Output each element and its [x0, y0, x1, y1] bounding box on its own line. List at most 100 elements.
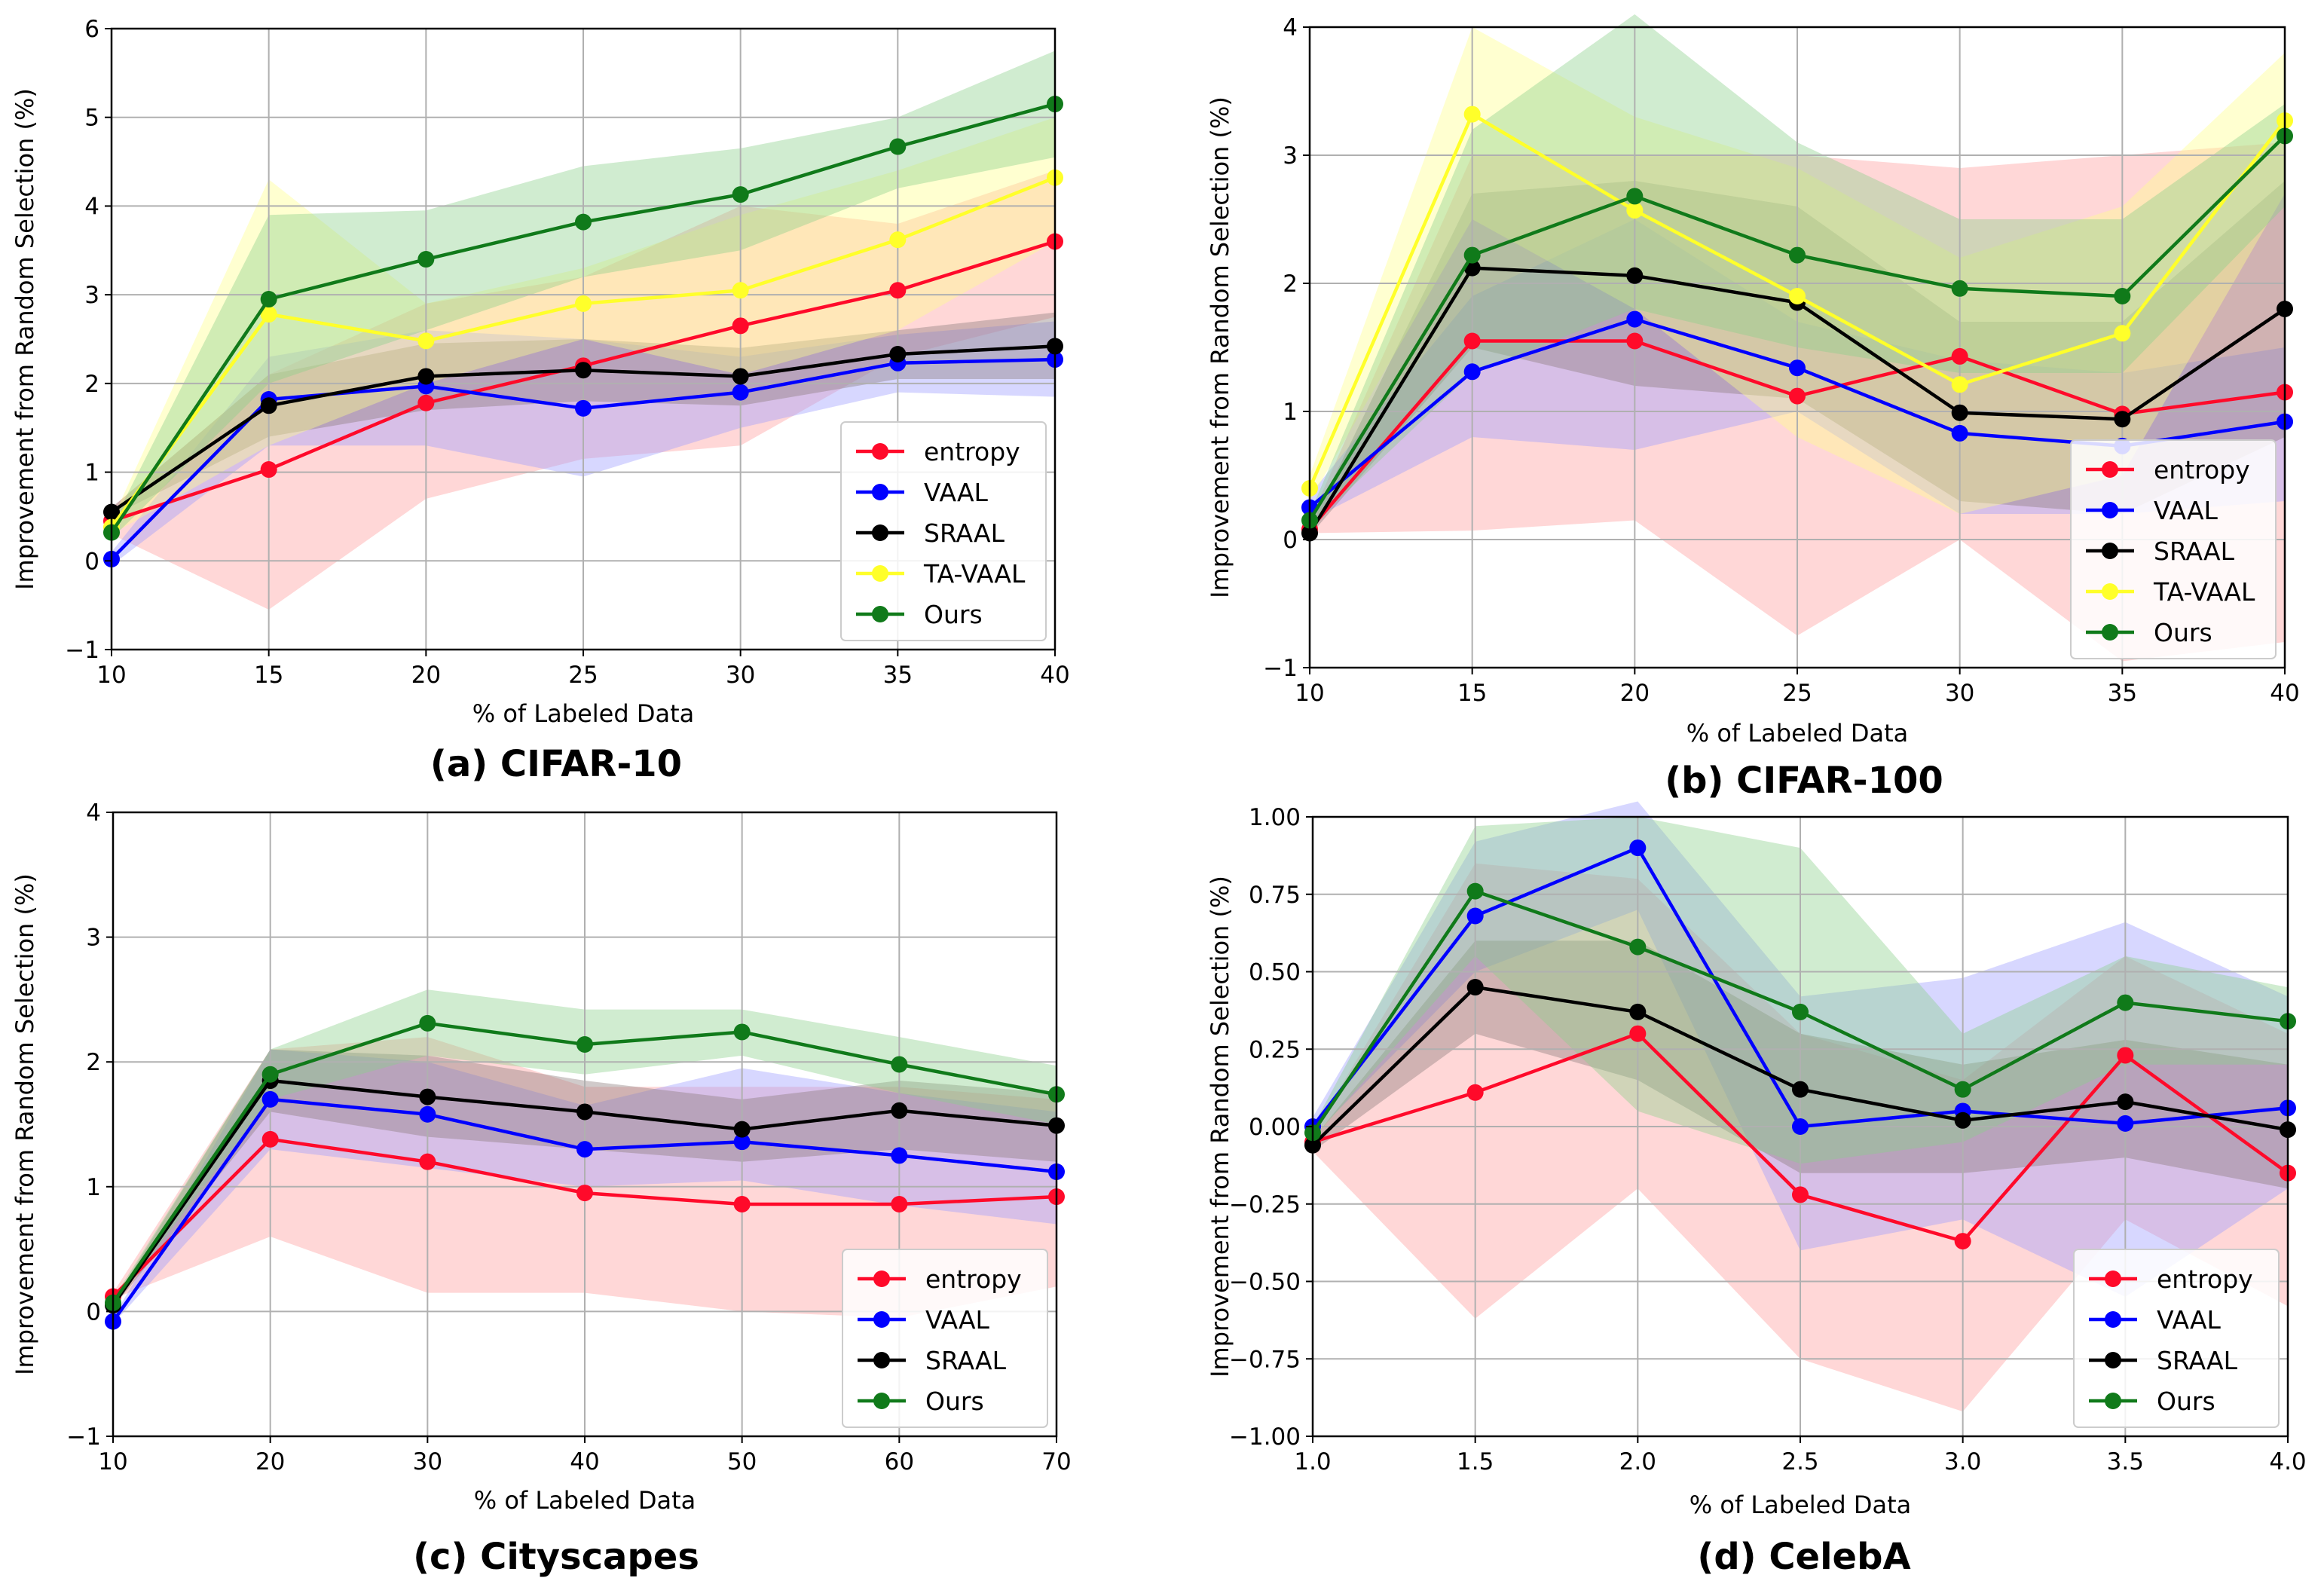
- data-point-entropy: [576, 1185, 593, 1202]
- legend-label-sraal: SRAAL: [2157, 1346, 2238, 1375]
- legend-label-ours: Ours: [2154, 618, 2212, 647]
- data-point-entropy: [1954, 1233, 1971, 1250]
- panel-caption: (b) CIFAR-100: [1665, 760, 1943, 802]
- x-tick-label: 30: [726, 662, 755, 689]
- data-point-ta-vaal: [260, 306, 277, 323]
- legend-marker: [2102, 461, 2118, 478]
- x-tick-label: 40: [1040, 662, 1069, 689]
- confidence-band-ours: [113, 989, 1057, 1306]
- data-point-ours: [889, 138, 907, 155]
- data-point-ours: [1954, 1081, 1971, 1098]
- data-point-sraal: [260, 397, 277, 414]
- y-tick-label: 2: [84, 371, 99, 398]
- data-point-sraal: [575, 362, 592, 379]
- legend-box: [2070, 439, 2277, 659]
- x-tick-label: 1.5: [1457, 1448, 1494, 1475]
- legend-label-vaal: VAAL: [2157, 1305, 2222, 1335]
- legend-marker: [2102, 543, 2118, 559]
- data-point-vaal: [261, 1090, 279, 1108]
- y-tick-label: −0.75: [1229, 1346, 1301, 1373]
- data-point-sraal: [417, 368, 435, 385]
- x-axis-title: % of Labeled Data: [474, 1486, 696, 1515]
- data-point-entropy: [733, 1195, 751, 1212]
- legend-label-entropy: entropy: [2154, 455, 2250, 485]
- y-tick-label: 0: [1283, 527, 1298, 554]
- y-tick-label: −1: [65, 637, 99, 664]
- x-tick-label: 15: [254, 662, 283, 689]
- y-tick-label: 0.00: [1249, 1114, 1301, 1141]
- y-tick-label: 2: [1283, 271, 1298, 298]
- data-point-entropy: [1951, 347, 1968, 365]
- legend-box: [842, 1249, 1048, 1428]
- y-tick-label: 3: [1283, 142, 1298, 170]
- y-tick-label: −1: [66, 1423, 101, 1451]
- legend: entropy VAAL SRAAL Ours: [2073, 1249, 2280, 1428]
- data-point-entropy: [1466, 1084, 1484, 1101]
- x-axis-title: % of Labeled Data: [1689, 1491, 1912, 1519]
- y-tick-label: 6: [84, 16, 99, 43]
- legend-label-sraal: SRAAL: [2154, 537, 2235, 566]
- data-point-sraal: [1954, 1112, 1971, 1129]
- legend-label-entropy: entropy: [924, 437, 1020, 466]
- data-point-ours: [733, 1023, 751, 1041]
- legend-marker: [2105, 1393, 2121, 1409]
- legend-marker: [872, 565, 888, 582]
- y-tick-label: 3: [86, 925, 101, 952]
- data-point-ta-vaal: [1789, 288, 1806, 304]
- data-point-entropy: [891, 1195, 908, 1212]
- data-point-entropy: [1463, 332, 1481, 350]
- data-point-vaal: [1951, 424, 1968, 442]
- legend-label-ours: Ours: [2157, 1387, 2215, 1416]
- y-tick-label: −0.25: [1229, 1191, 1301, 1219]
- data-point-entropy: [1789, 387, 1806, 405]
- legend-marker: [873, 1352, 890, 1368]
- y-tick-label: −1: [1263, 655, 1298, 682]
- y-axis-title: Improvement from Random Selection (%): [1206, 96, 1234, 598]
- x-tick-label: 35: [883, 662, 913, 689]
- legend: entropy VAAL SRAAL Ours: [842, 1249, 1048, 1428]
- data-point-vaal: [1629, 839, 1647, 857]
- data-point-ours: [891, 1056, 908, 1073]
- data-point-ours: [1789, 246, 1806, 264]
- chart-panel-2: 10 15 20 25 30 35 40 −1 0 1 2 3 4 % of Labeled Data Im…: [1206, 14, 2300, 802]
- y-tick-label: 0.75: [1249, 882, 1301, 909]
- data-point-ta-vaal: [575, 295, 592, 312]
- x-tick-label: 15: [1457, 680, 1487, 707]
- x-tick-label: 70: [1041, 1448, 1071, 1475]
- data-point-sraal: [891, 1102, 908, 1119]
- data-point-ours: [419, 1014, 436, 1032]
- data-point-ta-vaal: [1626, 202, 1644, 219]
- x-tick-label: 30: [413, 1448, 442, 1475]
- y-axis-title: Improvement from Random Selection (%): [11, 88, 39, 590]
- data-point-entropy: [417, 394, 435, 411]
- data-point-sraal: [2117, 1093, 2134, 1111]
- y-tick-label: 1: [1283, 399, 1298, 426]
- legend-marker: [873, 1393, 890, 1409]
- legend-marker: [872, 524, 888, 541]
- data-point-vaal: [1626, 310, 1644, 328]
- y-tick-label: 1.00: [1249, 804, 1301, 831]
- legend-label-sraal: SRAAL: [925, 1346, 1007, 1375]
- data-point-entropy: [1626, 332, 1644, 350]
- data-point-ours: [1466, 882, 1484, 900]
- data-point-vaal: [419, 1105, 436, 1123]
- legend-marker: [2105, 1271, 2121, 1287]
- legend-label-vaal: VAAL: [925, 1305, 990, 1335]
- legend-marker: [872, 606, 888, 622]
- y-tick-label: −0.50: [1229, 1269, 1301, 1296]
- y-tick-label: 1: [86, 1174, 101, 1201]
- data-point-ours: [2117, 994, 2134, 1011]
- data-point-ours: [575, 213, 592, 231]
- x-tick-label: 3.0: [1944, 1448, 1981, 1475]
- data-point-ours: [1626, 188, 1644, 205]
- confidence-band-sraal: [113, 1049, 1057, 1308]
- x-tick-label: 20: [411, 662, 441, 689]
- data-point-ours: [1463, 246, 1481, 264]
- data-point-ta-vaal: [2114, 325, 2131, 342]
- legend-label-ta-vaal: TA-VAAL: [923, 559, 1026, 589]
- data-point-ours: [732, 186, 749, 203]
- legend-label-vaal: VAAL: [2154, 496, 2219, 525]
- y-tick-label: 0: [84, 548, 99, 575]
- data-point-ours: [2114, 288, 2131, 304]
